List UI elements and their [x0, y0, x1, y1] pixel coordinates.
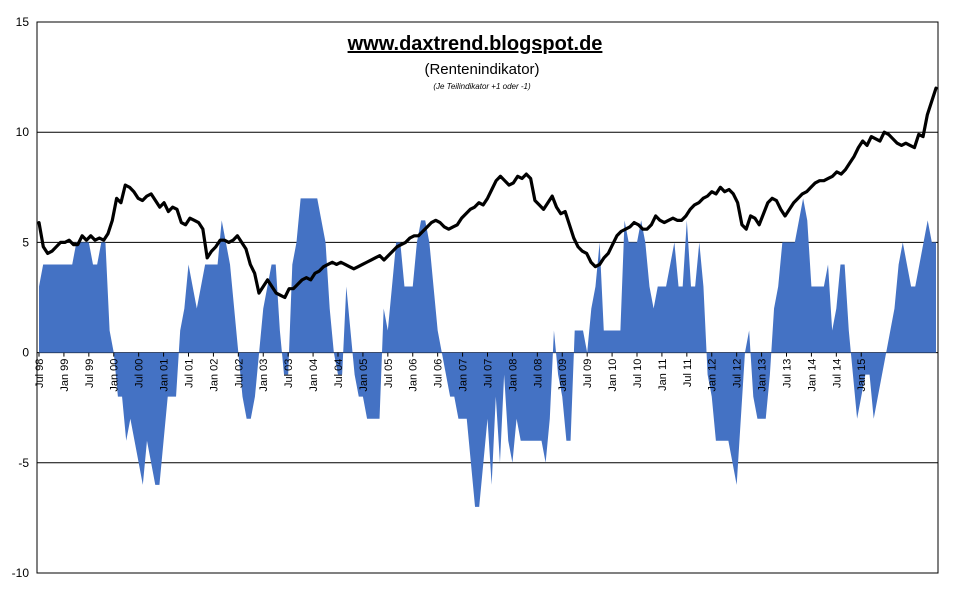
x-tick-label: Jan 06: [408, 359, 420, 392]
x-tick-label: Jul 98: [34, 359, 46, 388]
x-tick-label: Jul 99: [84, 359, 96, 388]
line-series: [37, 86, 938, 300]
y-tick-label: -10: [12, 566, 30, 580]
x-tick-label: Jul 13: [782, 359, 794, 388]
x-tick-label: Jul 03: [283, 359, 295, 388]
y-tick-label: 15: [16, 15, 30, 29]
indicator-line: [37, 86, 938, 300]
y-axis-ticks: 15 10 5 0 -5 -10: [12, 15, 30, 580]
x-tick-label: Jul 00: [134, 359, 146, 388]
x-tick-label: Jul 12: [732, 359, 744, 388]
chart-note: (Je Teilindikator +1 oder -1): [433, 82, 531, 91]
x-tick-label: Jan 07: [458, 359, 470, 392]
x-tick-label: Jul 05: [383, 359, 395, 388]
x-tick-label: Jan 02: [208, 359, 220, 392]
x-tick-label: Jan 99: [59, 359, 71, 392]
x-tick-label: Jan 05: [358, 359, 370, 392]
x-tick-label: Jan 11: [657, 359, 669, 391]
chart-subtitle: (Rentenindikator): [424, 61, 539, 78]
x-tick-label: Jul 08: [532, 359, 544, 388]
chart-title: www.daxtrend.blogspot.de: [347, 33, 603, 55]
y-tick-label: 5: [22, 235, 29, 249]
x-tick-label: Jul 10: [632, 359, 644, 388]
x-tick-label: Jul 06: [433, 359, 445, 388]
x-tick-label: Jul 02: [233, 359, 245, 388]
plot-frame: [36, 21, 939, 574]
x-tick-label: Jan 15: [856, 359, 868, 392]
x-tick-label: Jan 09: [557, 359, 569, 392]
y-tick-label: 0: [22, 346, 29, 360]
x-tick-label: Jul 14: [831, 359, 843, 388]
x-tick-label: Jan 10: [607, 359, 619, 392]
x-tick-label: Jan 12: [707, 359, 719, 392]
y-tick-label: 10: [16, 125, 30, 139]
x-tick-label: Jan 13: [757, 359, 769, 392]
x-tick-label: Jan 08: [507, 359, 519, 392]
x-tick-label: Jan 03: [258, 359, 270, 392]
x-tick-label: Jul 11: [682, 359, 694, 388]
y-tick-label: -5: [18, 456, 29, 470]
x-tick-label: Jan 00: [109, 359, 121, 392]
x-tick-label: Jan 01: [159, 359, 171, 392]
x-tick-label: Jul 07: [483, 359, 495, 388]
x-tick-label: Jul 09: [582, 359, 594, 388]
x-tick-label: Jul 01: [184, 359, 196, 388]
x-axis-ticks: Jul 98 Jan 99 Jul 99 Jan 00 Jul 00 Jan 01 Jul …: [34, 352, 868, 392]
x-tick-label: Jan 14: [806, 359, 818, 392]
x-tick-label: Jan 04: [308, 359, 320, 392]
x-tick-label: Jul 04: [333, 359, 345, 388]
